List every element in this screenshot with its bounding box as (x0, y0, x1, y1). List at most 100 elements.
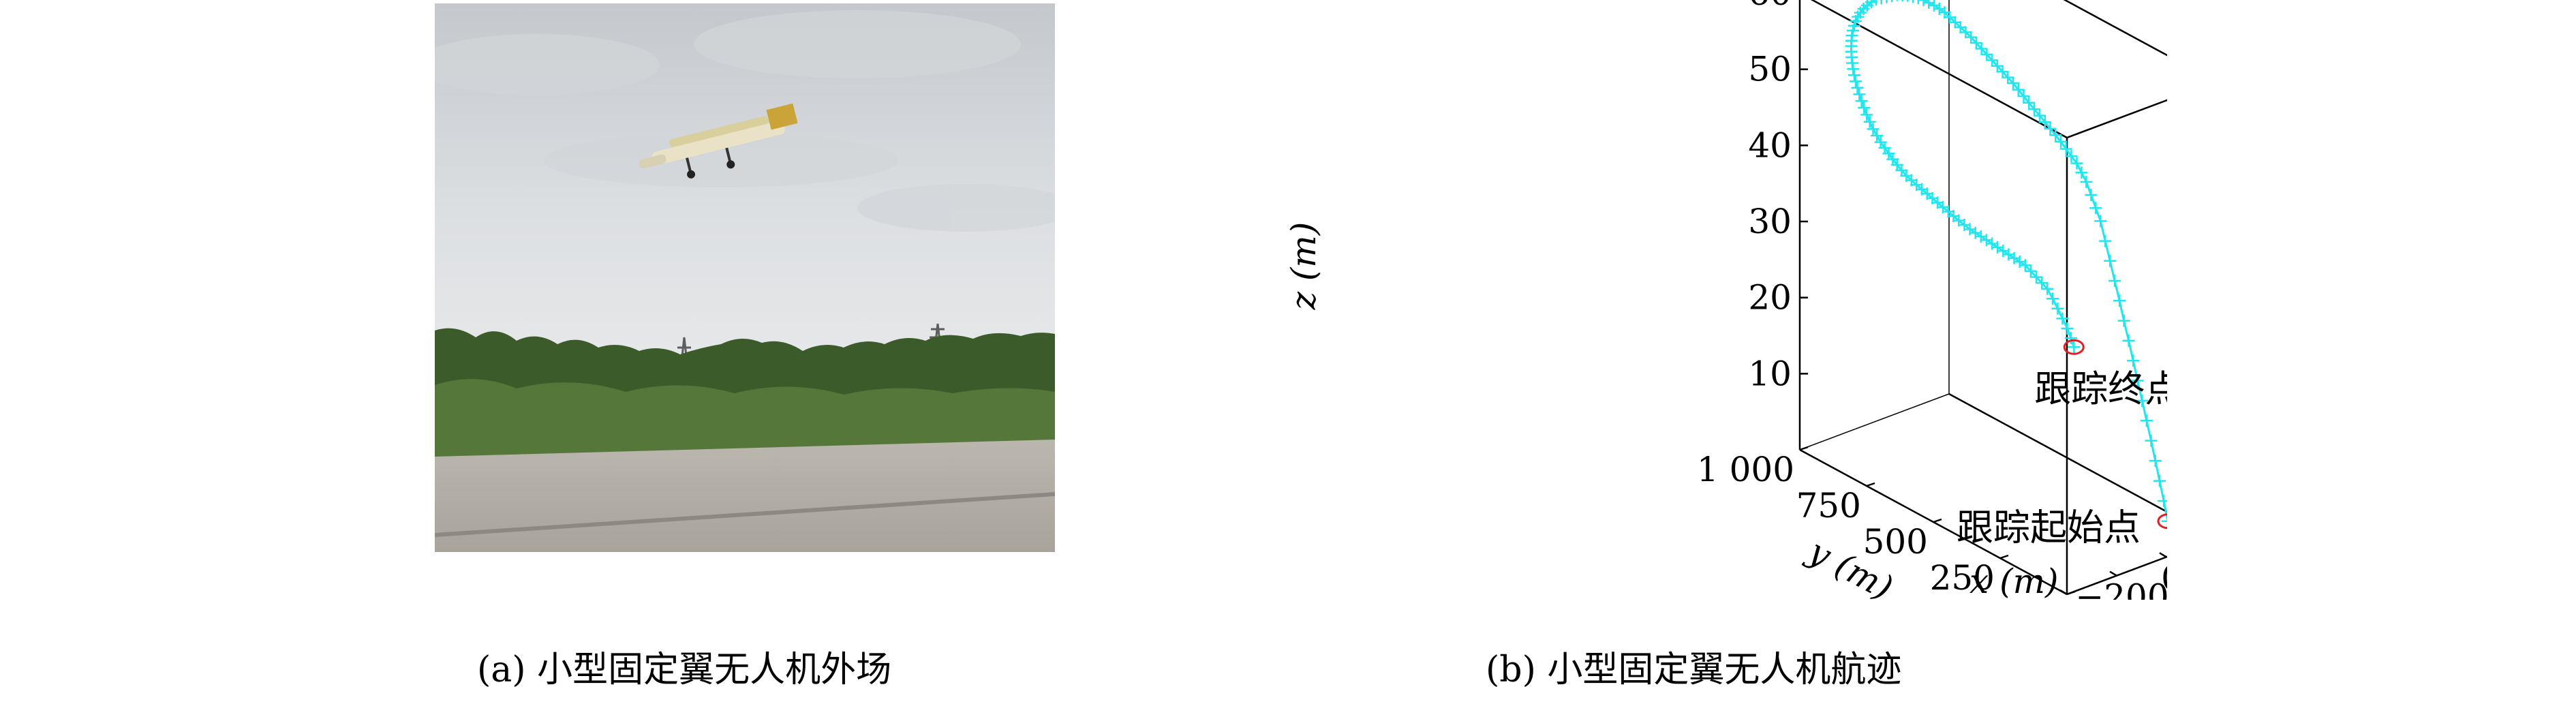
x-tick-label: 0 (2161, 558, 2167, 598)
trajectory-series (1845, 0, 2175, 527)
trajectory-point (2075, 166, 2088, 179)
trajectory-point (1917, 0, 1930, 6)
trajectory-point (1846, 57, 1859, 70)
trajectory-point (2030, 271, 2043, 284)
trajectory-point (1986, 54, 1999, 67)
trajectory-point (2012, 83, 2025, 96)
trajectory-point (2109, 275, 2121, 288)
trajectory-point (1980, 48, 1993, 61)
trajectory-point (2038, 116, 2051, 129)
trajectory-point (1944, 11, 1957, 24)
y-tick-label: 750 (1796, 486, 1861, 525)
trajectory-point (1847, 63, 1860, 76)
trajectory-point (2017, 90, 2030, 103)
trajectory-point (2049, 129, 2062, 142)
z-tick-label: 10 (1748, 354, 1792, 393)
trajectory-point (2089, 202, 2102, 215)
trajectory-point (1880, 0, 1882, 5)
trajectory-point (1907, 0, 1909, 2)
x-axis-label: x (m) (1969, 562, 2059, 600)
x-tick-mark (2109, 570, 2117, 577)
y-tick-mark (1999, 554, 2009, 560)
x-tick-label: −200 (2075, 577, 2167, 600)
trajectory-point (1850, 75, 1862, 88)
trajectory-point (2051, 302, 2064, 315)
trajectory-point (1871, 129, 1884, 142)
trajectory-point (1959, 26, 1972, 39)
trajectory-point (1867, 123, 1880, 136)
trajectory-point (1922, 0, 1935, 9)
trajectory-point (1890, 0, 1893, 3)
trajectory-point (2044, 122, 2057, 135)
trajectory-point (2046, 292, 2059, 305)
z-tick-label: 40 (1748, 125, 1792, 165)
trajectory-point (1860, 108, 1873, 121)
y-tick-label: 500 (1863, 522, 1928, 562)
trajectory-point (2070, 157, 2083, 170)
trajectory-point (2104, 254, 2117, 267)
y-tick-mark (1799, 446, 1809, 451)
x-tick-mark (2059, 589, 2068, 596)
x-tick-mark (2159, 552, 2167, 558)
trajectory-point (2149, 455, 2162, 468)
trajectory-point (2002, 71, 2014, 84)
trajectory-point (1969, 37, 1982, 50)
trajectory-point (1954, 21, 1967, 34)
trajectory-svg: -400−200020002505007501 000102030405060 … (1284, 0, 2254, 635)
trajectory-point (1917, 0, 1920, 5)
y-tick-mark (1933, 518, 1942, 523)
trajectory-point (2131, 374, 2144, 387)
trajectory-point (2007, 77, 2020, 90)
trajectory-point (2113, 294, 2126, 307)
y-tick-mark (1866, 482, 1875, 487)
airplane-icon (639, 103, 798, 179)
trajectory-point (2085, 189, 2098, 202)
trajectory-point (1855, 95, 1868, 108)
trajectory-point (2056, 312, 2069, 325)
runway-edge (435, 492, 1055, 537)
trajectory-point (2059, 142, 2072, 155)
trajectory-point (1851, 81, 1864, 94)
trajectory-point (2094, 215, 2107, 228)
trajectory-point (2019, 259, 2031, 272)
z-tick-label: 20 (1748, 278, 1792, 318)
trajectory-point (2023, 96, 2036, 109)
trajectory-point (2080, 175, 2093, 188)
z-tick-label: 50 (1748, 50, 1792, 89)
trajectory-point (1948, 16, 1961, 29)
bushes (435, 379, 1055, 457)
axis-edge-right-top (2063, 0, 2217, 83)
trajectory-point (2054, 135, 2067, 148)
trajectory-point (2036, 277, 2049, 290)
annotation-label: 跟踪起始点 (1957, 506, 2141, 549)
trajectory-point (1912, 0, 1914, 3)
trajectory-point (2117, 314, 2130, 327)
uav-field-photo (435, 3, 1055, 552)
trajectory-point (2034, 109, 2046, 122)
trajectory-point (1965, 31, 1978, 44)
z-tick-label: 30 (1748, 202, 1792, 241)
trajectory-point (2041, 282, 2054, 295)
trajectory-point (1848, 69, 1860, 82)
y-tick-mark (2066, 590, 2076, 596)
z-tick-label: 60 (1748, 0, 1792, 13)
trajectory-point (2140, 414, 2153, 427)
trajectory-point (2064, 332, 2077, 345)
clouds (435, 10, 1055, 232)
trajectory-point (1996, 65, 2009, 78)
trajectory-point (1858, 102, 1871, 114)
annotation-label: 跟踪终点 (2034, 367, 2167, 410)
trajectory-point (1886, 0, 1888, 3)
trajectory-point (2136, 394, 2149, 407)
caption-photo: (a) 小型固定翼无人机外场 (477, 649, 892, 690)
y-tick-label: 250 (1930, 558, 1995, 598)
trajectory-point (2145, 434, 2158, 447)
trajectory-point (2061, 322, 2074, 335)
trajectory-point (2099, 234, 2112, 247)
trajectory-point (2024, 264, 2037, 277)
trajectory-point (1991, 59, 2004, 72)
trajectory-point (1901, 0, 1903, 2)
trajectory-point (2068, 341, 2081, 354)
runway (435, 440, 1055, 552)
z-axis-label: z (m) (1284, 222, 1323, 311)
